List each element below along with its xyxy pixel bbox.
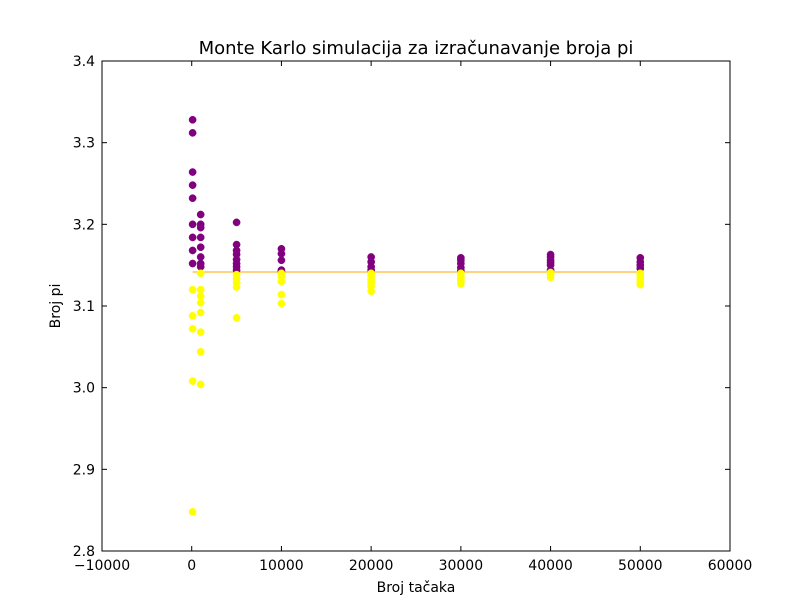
data-point-above	[188, 194, 197, 203]
data-point-below	[232, 313, 241, 322]
data-point-below	[367, 287, 375, 296]
y-axis-label: Broj pi	[48, 284, 64, 329]
data-point-above	[188, 115, 197, 124]
data-point-above	[277, 256, 286, 265]
data-point-below	[188, 377, 197, 385]
data-point-below	[196, 308, 205, 317]
data-point-below	[196, 298, 205, 307]
x-tick-label: 60000	[708, 558, 753, 574]
x-tick-label: 10000	[259, 558, 304, 574]
y-tick-label: 3.1	[73, 299, 95, 315]
data-point-below	[232, 283, 241, 291]
y-tick-label: 3.3	[73, 136, 95, 152]
x-axis-label: Broj tačaka	[377, 580, 456, 596]
data-point-above	[196, 210, 205, 219]
y-tick-label: 3.4	[73, 54, 95, 70]
data-point-below	[277, 290, 286, 299]
data-point-below	[188, 325, 197, 333]
data-point-above	[188, 246, 197, 255]
data-points-layer	[188, 115, 645, 516]
data-point-below	[457, 280, 465, 288]
chart-title: Monte Karlo simulacija za izračunavanje …	[199, 38, 634, 59]
data-point-below	[277, 299, 286, 308]
y-tick-label: 2.9	[73, 462, 95, 478]
ticks-layer: −10000 0 10000 20000 30000 40000 50000 60000 2.8…	[73, 54, 753, 574]
x-tick-label: 30000	[439, 558, 484, 574]
x-tick-label: 50000	[618, 558, 663, 574]
data-point-above	[188, 220, 197, 229]
data-point-above	[188, 129, 197, 137]
y-tick-label: 3.0	[73, 381, 95, 397]
data-point-above	[196, 233, 205, 242]
y-tick-label: 2.8	[73, 544, 95, 560]
x-tick-label: 20000	[349, 558, 394, 574]
data-point-above	[188, 233, 197, 242]
data-point-above	[277, 249, 286, 258]
data-point-below	[196, 347, 205, 356]
data-point-above	[196, 262, 205, 271]
data-point-above	[188, 259, 197, 268]
data-point-below	[636, 280, 645, 289]
data-point-below	[188, 311, 197, 320]
data-point-below	[196, 269, 205, 278]
data-point-below	[196, 285, 205, 294]
data-point-below	[188, 507, 197, 516]
x-tick-label: 0	[187, 558, 196, 574]
data-point-above	[196, 253, 205, 261]
data-point-above	[188, 168, 197, 176]
data-point-below	[188, 285, 197, 294]
x-tick-label: 40000	[528, 558, 573, 574]
data-point-above	[188, 181, 197, 189]
plot-background	[102, 61, 730, 551]
data-point-above	[196, 223, 205, 232]
data-point-below	[546, 273, 555, 282]
data-point-below	[196, 328, 205, 336]
data-point-above	[196, 243, 205, 252]
data-point-below	[277, 277, 286, 286]
data-point-above	[232, 218, 241, 227]
data-point-below	[196, 380, 205, 389]
data-point-below	[196, 292, 205, 301]
y-tick-label: 3.2	[73, 217, 95, 233]
x-tick-label: −10000	[74, 558, 130, 574]
